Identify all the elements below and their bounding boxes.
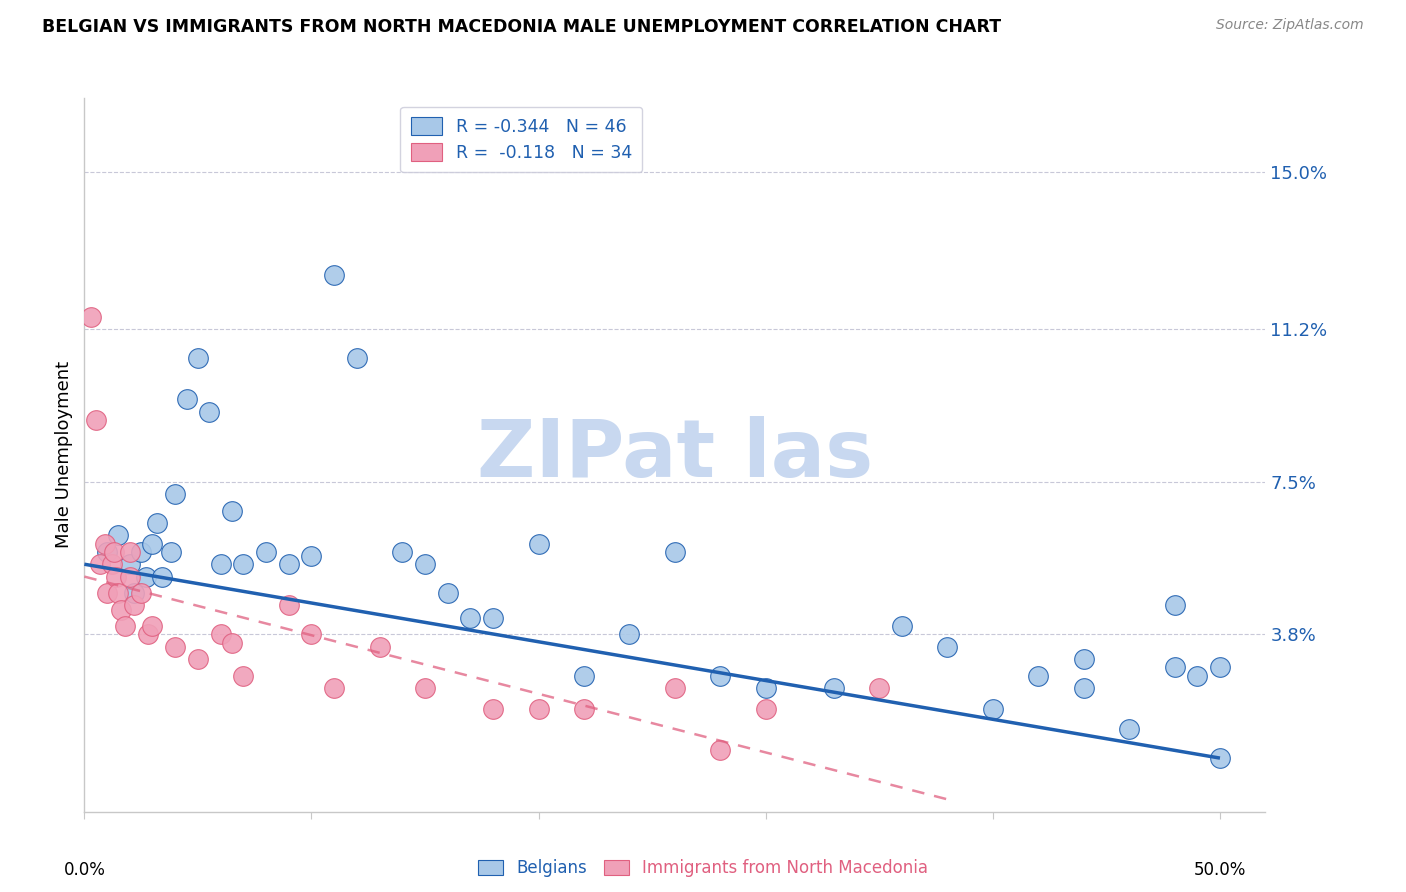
Point: [96, 545, 118, 559]
Point: [1187, 668, 1209, 682]
Point: [129, 545, 152, 559]
Point: [527, 536, 550, 550]
Point: [146, 516, 169, 530]
Point: [176, 392, 198, 407]
Point: [96, 586, 118, 600]
Point: [572, 701, 595, 715]
Point: [301, 549, 323, 563]
Point: [110, 602, 132, 616]
Point: [1209, 751, 1232, 765]
Point: [141, 536, 163, 550]
Point: [107, 528, 129, 542]
Point: [391, 545, 413, 559]
Point: [1209, 660, 1232, 674]
Point: [103, 545, 125, 559]
Point: [187, 652, 209, 666]
Point: [891, 619, 914, 633]
Legend: Belgians, Immigrants from North Macedonia: Belgians, Immigrants from North Macedoni…: [471, 853, 935, 884]
Point: [755, 681, 778, 695]
Point: [209, 558, 232, 572]
Point: [482, 611, 505, 625]
Point: [165, 640, 187, 654]
Point: [165, 487, 187, 501]
Point: [868, 681, 890, 695]
Point: [135, 569, 157, 583]
Point: [346, 351, 368, 365]
Point: [80, 310, 103, 324]
Point: [1073, 652, 1095, 666]
Point: [136, 627, 159, 641]
Point: [436, 586, 458, 600]
Text: ZIPat las: ZIPat las: [477, 416, 873, 494]
Y-axis label: Male Unemployment: Male Unemployment: [55, 361, 73, 549]
Point: [301, 627, 323, 641]
Legend: R = -0.344   N = 46, R =  -0.118   N = 34: R = -0.344 N = 46, R = -0.118 N = 34: [401, 107, 643, 172]
Point: [114, 619, 136, 633]
Point: [1163, 660, 1185, 674]
Point: [118, 558, 141, 572]
Point: [94, 536, 117, 550]
Text: 50.0%: 50.0%: [1194, 861, 1246, 880]
Point: [150, 569, 173, 583]
Point: [124, 599, 146, 613]
Point: [141, 619, 163, 633]
Point: [124, 586, 146, 600]
Point: [232, 558, 254, 572]
Point: [981, 701, 1004, 715]
Point: [107, 586, 129, 600]
Point: [198, 404, 221, 418]
Point: [187, 351, 209, 365]
Point: [936, 640, 959, 654]
Point: [254, 545, 277, 559]
Point: [89, 558, 111, 572]
Point: [221, 503, 243, 517]
Point: [84, 413, 107, 427]
Point: [368, 640, 391, 654]
Point: [460, 611, 482, 625]
Text: BELGIAN VS IMMIGRANTS FROM NORTH MACEDONIA MALE UNEMPLOYMENT CORRELATION CHART: BELGIAN VS IMMIGRANTS FROM NORTH MACEDON…: [42, 18, 1001, 36]
Point: [1026, 668, 1049, 682]
Point: [277, 599, 299, 613]
Point: [323, 268, 346, 283]
Point: [159, 545, 181, 559]
Point: [482, 701, 505, 715]
Point: [527, 701, 550, 715]
Point: [118, 545, 141, 559]
Point: [413, 681, 436, 695]
Point: [755, 701, 778, 715]
Point: [619, 627, 641, 641]
Point: [100, 558, 122, 572]
Text: 0.0%: 0.0%: [63, 861, 105, 880]
Point: [118, 569, 141, 583]
Point: [1163, 599, 1185, 613]
Point: [664, 545, 686, 559]
Point: [664, 681, 686, 695]
Point: [323, 681, 346, 695]
Point: [572, 668, 595, 682]
Text: Source: ZipAtlas.com: Source: ZipAtlas.com: [1216, 18, 1364, 32]
Point: [413, 558, 436, 572]
Point: [105, 569, 128, 583]
Point: [209, 627, 232, 641]
Point: [277, 558, 299, 572]
Point: [823, 681, 845, 695]
Point: [709, 743, 731, 757]
Point: [709, 668, 731, 682]
Point: [1118, 723, 1140, 737]
Point: [232, 668, 254, 682]
Point: [1073, 681, 1095, 695]
Point: [221, 635, 243, 649]
Point: [129, 586, 152, 600]
